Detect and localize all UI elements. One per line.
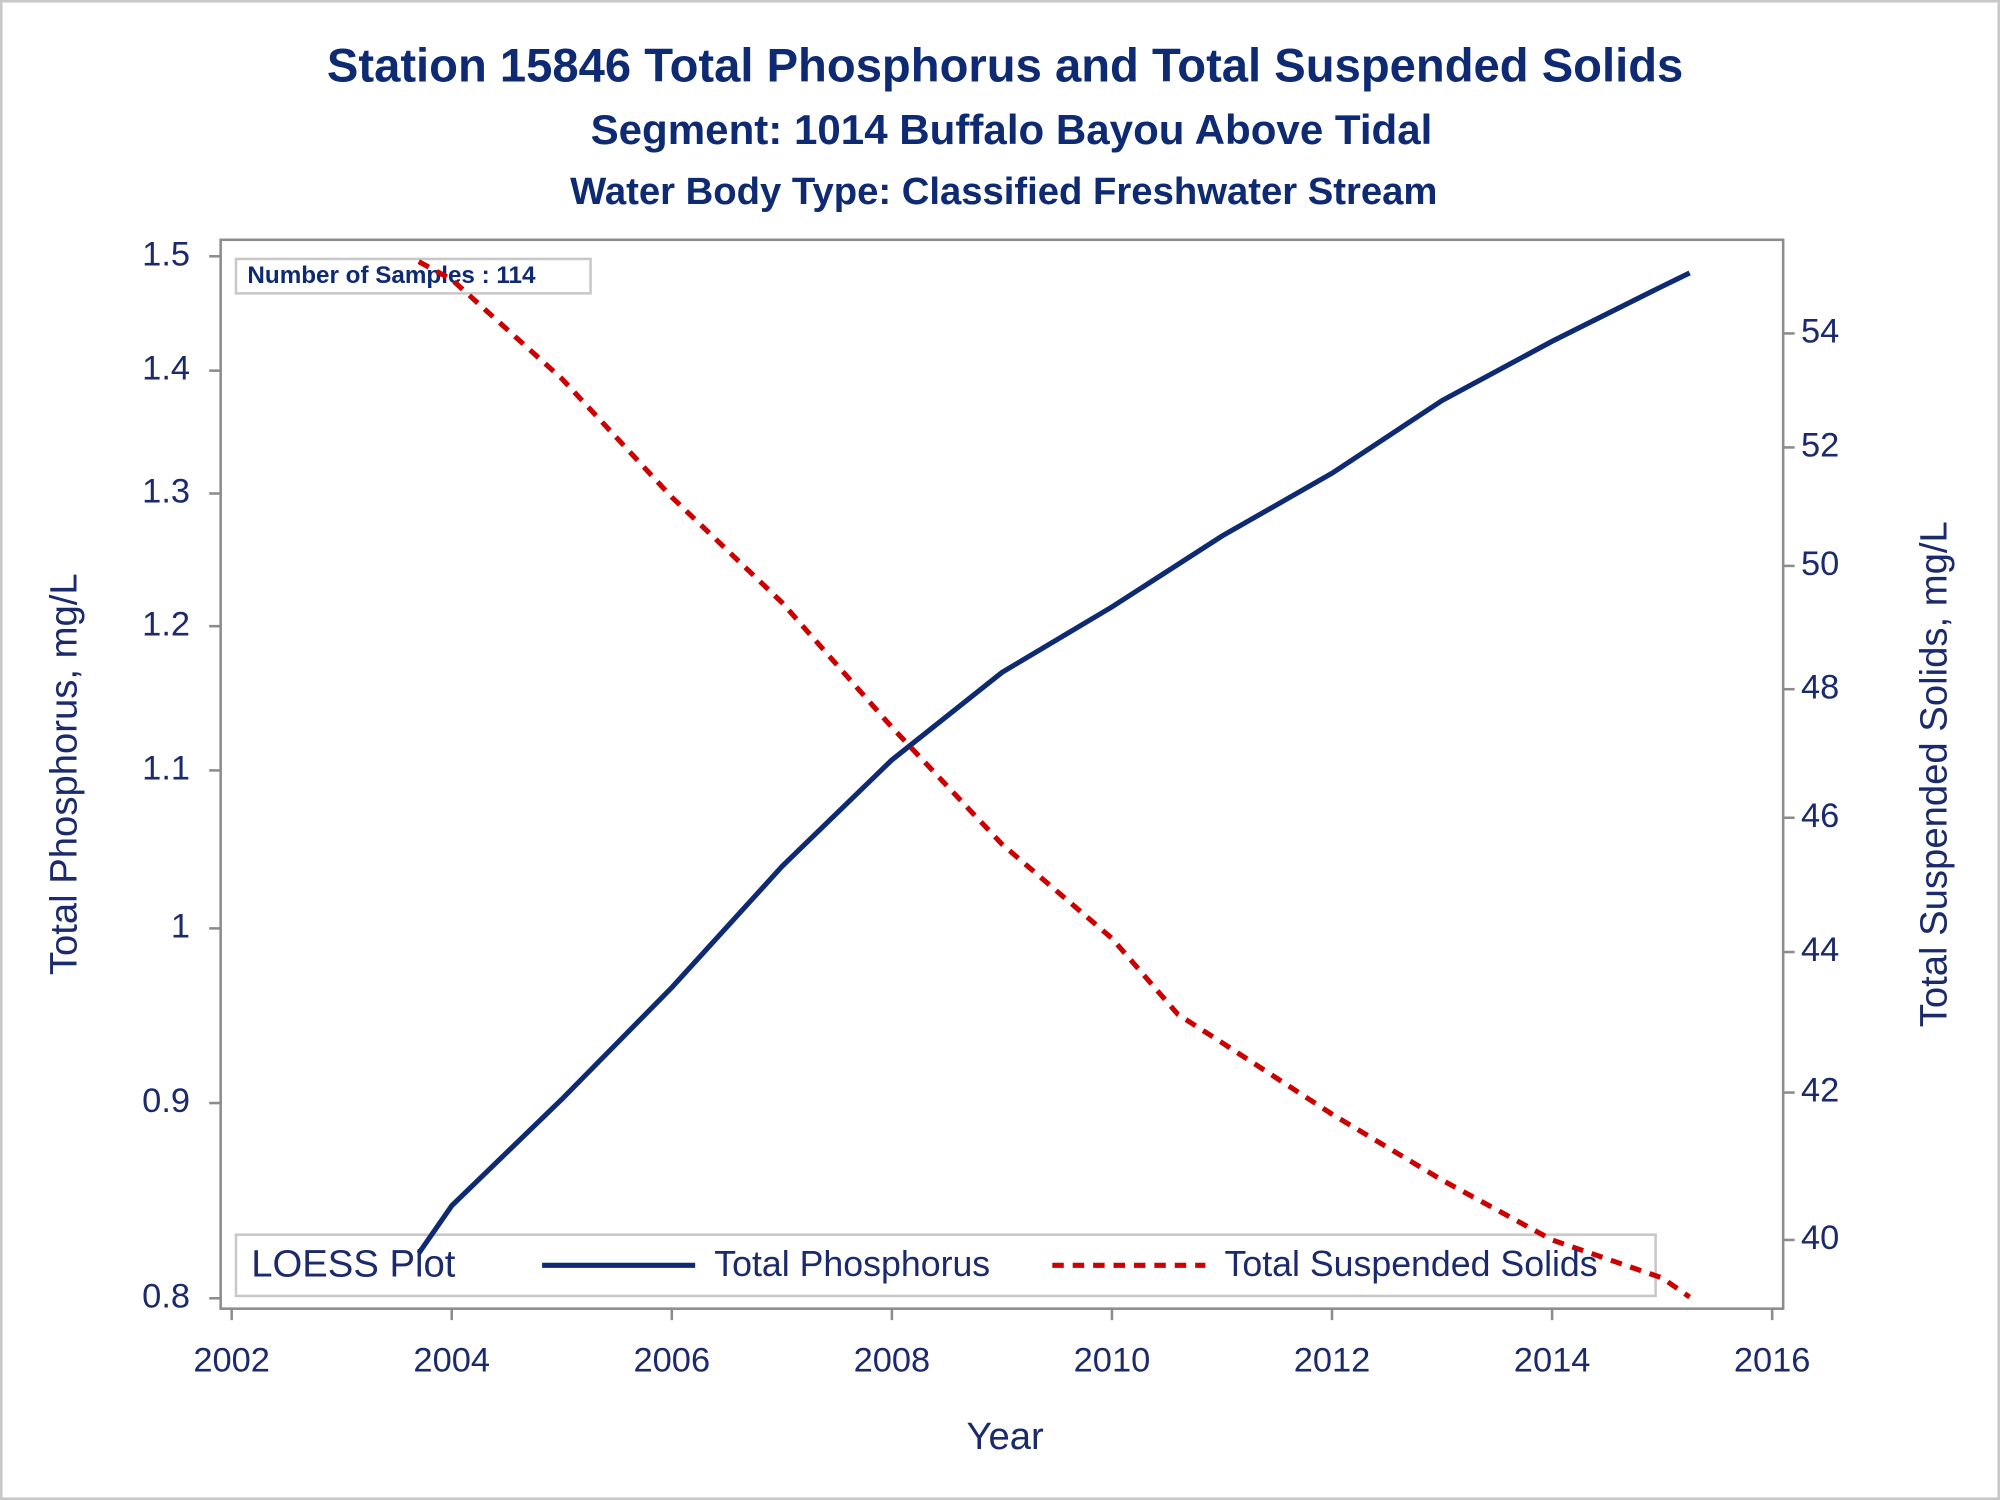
y-tick-label: 1.4 (142, 350, 190, 388)
plot-area (219, 238, 1785, 1310)
y2-tick-label: 42 (1801, 1072, 1839, 1110)
x-tick-label: 2006 (634, 1341, 711, 1379)
y-tick-label: 1.2 (142, 605, 190, 643)
x-axis-label: Year (966, 1415, 1044, 1458)
chart-subtitle: Segment: 1014 Buffalo Bayou Above Tidal (591, 106, 1433, 153)
y-axis-label: Total Phosphorus, mg/L (42, 573, 85, 975)
y2-tick-label: 52 (1801, 427, 1839, 465)
annotation: Number of Samples : 114 (247, 262, 536, 289)
x-tick-label: 2010 (1074, 1341, 1151, 1379)
y-tick-label: 0.9 (142, 1082, 190, 1120)
series-line (416, 270, 1691, 1255)
y2-tick-label: 46 (1801, 797, 1839, 835)
y-tick-label: 1 (171, 907, 190, 945)
annotation-box (234, 257, 592, 295)
y2-tick-label: 48 (1801, 668, 1839, 706)
x-tick-label: 2004 (413, 1341, 490, 1379)
y-tick-label: 1.5 (142, 235, 190, 273)
y2-tick-label: 44 (1801, 931, 1839, 969)
y-tick-label: 1.3 (142, 473, 190, 511)
y2-axis-label: Total Suspended Solids, mg/L (1912, 521, 1955, 1027)
x-tick-label: 2016 (1734, 1341, 1811, 1379)
y-tick-label: 0.8 (142, 1277, 190, 1315)
legend-label: Total Phosphorus (714, 1244, 990, 1284)
legend-label: Total Suspended Solids (1224, 1244, 1597, 1284)
legend-title: LOESS Plot (251, 1243, 455, 1286)
x-tick-label: 2008 (854, 1341, 931, 1379)
y2-tick-label: 40 (1801, 1219, 1839, 1257)
x-tick-label: 2012 (1294, 1341, 1371, 1379)
legend-box (234, 1233, 1657, 1298)
chart-title: Station 15846 Total Phosphorus and Total… (327, 39, 1683, 92)
chart-subtitle: Water Body Type: Classified Freshwater S… (570, 170, 1437, 213)
x-tick-label: 2014 (1514, 1341, 1591, 1379)
x-tick-label: 2002 (193, 1341, 270, 1379)
y-tick-label: 1.1 (142, 750, 190, 788)
y2-tick-label: 50 (1801, 545, 1839, 583)
y2-tick-label: 54 (1801, 313, 1839, 351)
